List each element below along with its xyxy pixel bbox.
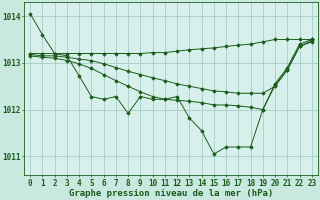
X-axis label: Graphe pression niveau de la mer (hPa): Graphe pression niveau de la mer (hPa)	[69, 189, 273, 198]
